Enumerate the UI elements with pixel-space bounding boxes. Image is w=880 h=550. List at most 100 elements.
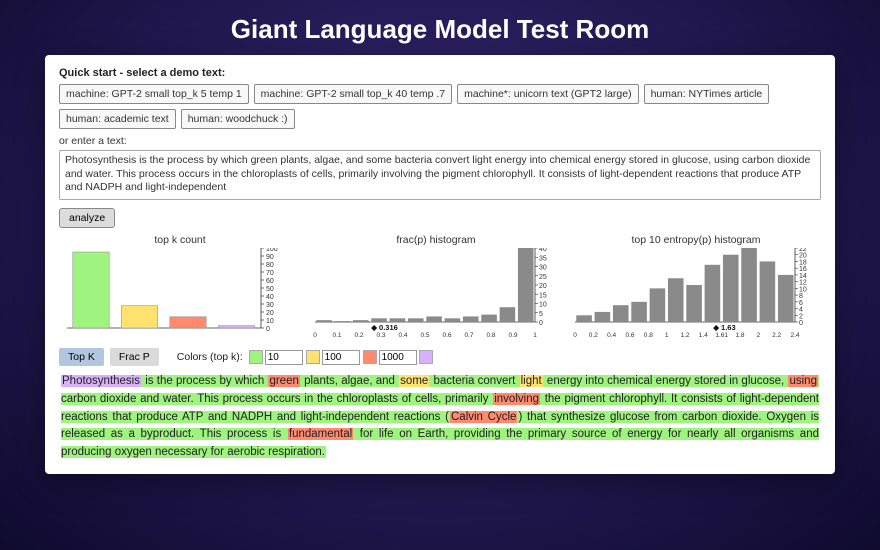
svg-text:100: 100 xyxy=(266,248,278,253)
svg-text:0.5: 0.5 xyxy=(420,332,429,339)
svg-text:5: 5 xyxy=(539,311,543,318)
svg-text:12: 12 xyxy=(799,280,807,287)
svg-text:0.3: 0.3 xyxy=(376,332,385,339)
chart-title: frac(p) histogram xyxy=(311,234,561,246)
svg-text:18: 18 xyxy=(799,259,807,266)
svg-text:0.8: 0.8 xyxy=(486,332,495,339)
svg-text:20: 20 xyxy=(799,253,807,260)
colors-label: Colors (top k): xyxy=(177,351,243,363)
threshold-input[interactable] xyxy=(265,350,303,365)
svg-text:2.4: 2.4 xyxy=(790,332,799,339)
result-token: Calvin Cycle xyxy=(450,411,517,423)
svg-text:◆ 0.316: ◆ 0.316 xyxy=(370,323,398,332)
svg-text:10: 10 xyxy=(266,318,274,325)
demo-button-row: machine: GPT-2 small top_k 5 temp 1machi… xyxy=(59,84,821,129)
svg-text:0.8: 0.8 xyxy=(644,332,653,339)
threshold-input[interactable] xyxy=(379,350,417,365)
result-token: green xyxy=(268,375,299,387)
svg-text:0: 0 xyxy=(266,326,270,333)
svg-text:2: 2 xyxy=(799,313,803,320)
result-token: plants, algae, and xyxy=(300,375,399,387)
svg-text:0.6: 0.6 xyxy=(625,332,634,339)
svg-text:30: 30 xyxy=(266,302,274,309)
svg-text:90: 90 xyxy=(266,254,274,261)
color-swatch xyxy=(363,350,377,364)
analyze-button[interactable]: analyze xyxy=(59,208,115,228)
svg-text:0: 0 xyxy=(799,320,803,327)
chart-title: top 10 entropy(p) histogram xyxy=(571,234,821,246)
fracp-chart: frac(p) histogram 0 5 10 15 20 25 30 35 40 0 0.1 0.… xyxy=(311,234,561,340)
svg-text:0: 0 xyxy=(573,332,577,339)
demo-button[interactable]: human: NYTimes article xyxy=(644,84,770,104)
svg-text:1.61: 1.61 xyxy=(715,332,728,339)
svg-text:10: 10 xyxy=(799,286,807,293)
svg-text:0.2: 0.2 xyxy=(354,332,363,339)
result-token: energy into chemical energy stored in gl… xyxy=(543,375,789,387)
svg-text:0.2: 0.2 xyxy=(589,332,598,339)
entropy-chart: top 10 entropy(p) histogram 024681012141… xyxy=(571,234,821,340)
svg-text:6: 6 xyxy=(799,300,803,307)
svg-text:1.2: 1.2 xyxy=(680,332,689,339)
threshold-input[interactable] xyxy=(322,350,360,365)
topk-chart: top k count 0102030405060708090100 xyxy=(59,234,301,340)
svg-text:0: 0 xyxy=(539,320,543,327)
charts-row: top k count 0102030405060708090100 frac(… xyxy=(59,234,821,340)
color-swatch xyxy=(306,350,320,364)
controls-row: Top K Frac P Colors (top k): xyxy=(59,348,821,366)
svg-text:10: 10 xyxy=(539,302,547,309)
svg-text:0.7: 0.7 xyxy=(464,332,473,339)
svg-text:1: 1 xyxy=(533,332,537,339)
svg-text:20: 20 xyxy=(266,310,274,317)
svg-text:30: 30 xyxy=(539,265,547,272)
svg-text:0: 0 xyxy=(313,332,317,339)
result-token: fundamental xyxy=(288,428,353,440)
demo-button[interactable]: human: academic text xyxy=(59,109,176,129)
svg-text:8: 8 xyxy=(799,293,803,300)
svg-text:2: 2 xyxy=(757,332,761,339)
svg-text:40: 40 xyxy=(266,294,274,301)
svg-text:40: 40 xyxy=(539,248,547,253)
color-swatch xyxy=(249,350,263,364)
result-token: involving xyxy=(493,393,540,405)
demo-button[interactable]: human: woodchuck :) xyxy=(181,109,295,129)
result-token: bacteria convert xyxy=(429,375,519,387)
result-token: some xyxy=(399,375,429,387)
text-input[interactable] xyxy=(59,150,821,200)
svg-text:22: 22 xyxy=(799,248,807,253)
svg-text:15: 15 xyxy=(539,292,547,299)
svg-text:25: 25 xyxy=(539,274,547,281)
result-text: Photosynthesis is the process by which g… xyxy=(59,373,821,464)
svg-text:70: 70 xyxy=(266,270,274,277)
page-title: Giant Language Model Test Room xyxy=(0,0,880,55)
svg-text:60: 60 xyxy=(266,278,274,285)
result-token: is the process by which xyxy=(141,375,268,387)
svg-text:2.2: 2.2 xyxy=(772,332,781,339)
tab-fracp[interactable]: Frac P xyxy=(110,348,159,366)
main-panel: Quick start - select a demo text: machin… xyxy=(45,55,835,474)
svg-text:50: 50 xyxy=(266,286,274,293)
demo-button[interactable]: machine: GPT-2 small top_k 5 temp 1 xyxy=(59,84,249,104)
quickstart-label: Quick start - select a demo text: xyxy=(59,67,821,79)
demo-button[interactable]: machine: GPT-2 small top_k 40 temp .7 xyxy=(254,84,452,104)
svg-text:14: 14 xyxy=(799,273,807,280)
svg-text:0.1: 0.1 xyxy=(332,332,341,339)
result-token: using xyxy=(788,375,818,387)
tab-topk[interactable]: Top K xyxy=(59,348,104,366)
result-token: light xyxy=(520,375,543,387)
result-token: Photosynthesis xyxy=(61,375,141,387)
svg-text:16: 16 xyxy=(799,266,807,273)
svg-text:0.9: 0.9 xyxy=(508,332,517,339)
svg-text:0.4: 0.4 xyxy=(607,332,616,339)
enter-text-label: or enter a text: xyxy=(59,135,821,147)
svg-text:◆ 1.63: ◆ 1.63 xyxy=(712,323,735,332)
svg-text:0.4: 0.4 xyxy=(398,332,407,339)
svg-text:35: 35 xyxy=(539,255,547,262)
chart-title: top k count xyxy=(59,234,301,246)
svg-text:0.6: 0.6 xyxy=(442,332,451,339)
svg-text:4: 4 xyxy=(799,307,803,314)
svg-text:1.8: 1.8 xyxy=(735,332,744,339)
svg-text:1.4: 1.4 xyxy=(699,332,708,339)
svg-text:1: 1 xyxy=(665,332,669,339)
svg-text:20: 20 xyxy=(539,283,547,290)
demo-button[interactable]: machine*: unicorn text (GPT2 large) xyxy=(457,84,639,104)
